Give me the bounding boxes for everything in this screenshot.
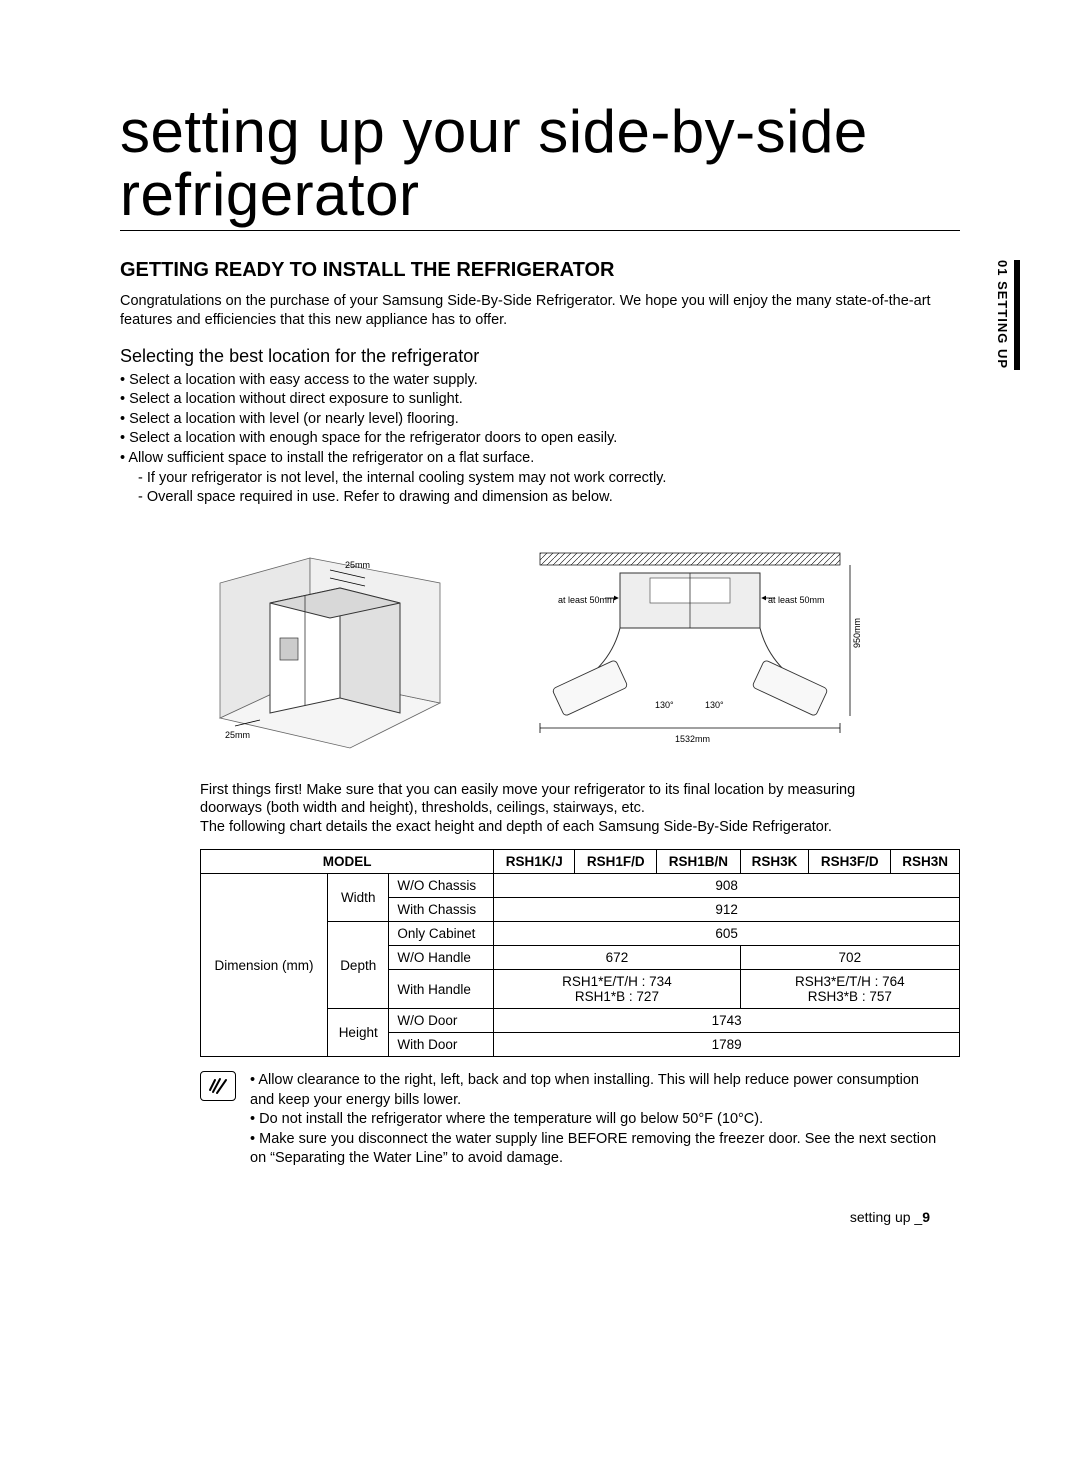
td-label: Only Cabinet	[389, 922, 494, 946]
dim-left-clear: at least 50mm	[558, 595, 615, 605]
dim-top: 25mm	[345, 560, 370, 570]
angle-left: 130°	[655, 700, 674, 710]
td-val: 702	[740, 946, 959, 970]
dim-left: 25mm	[225, 730, 250, 740]
td-val: 1789	[494, 1033, 960, 1057]
td-height: Height	[328, 1009, 389, 1057]
intro-text: Congratulations on the purchase of your …	[120, 292, 960, 330]
bullet-item: Select a location with easy access to th…	[120, 371, 960, 391]
td-val: RSH3*E/T/H : 764 RSH3*B : 757	[740, 970, 959, 1009]
td-val: 912	[494, 898, 960, 922]
bullet-text: Allow sufficient space to install the re…	[128, 450, 534, 466]
bullet-item: Select a location without direct exposur…	[120, 390, 960, 410]
td-val: RSH1*E/T/H : 734 RSH1*B : 727	[494, 970, 740, 1009]
th-col: RSH3F/D	[809, 850, 891, 874]
side-tab: 01 SETTING UP	[995, 260, 1010, 369]
bullet-list: Select a location with easy access to th…	[120, 371, 960, 508]
td-depth: Depth	[328, 922, 389, 1009]
page-footer: setting up _9	[120, 1209, 960, 1225]
th-model: MODEL	[201, 850, 494, 874]
sub-bullet-list: If your refrigerator is not level, the i…	[120, 469, 960, 508]
sub-heading: Selecting the best location for the refr…	[120, 346, 960, 367]
diagram-row: 25mm 25mm at least 5	[200, 528, 960, 763]
th-col: RSH3N	[891, 850, 960, 874]
td-val: 672	[494, 946, 740, 970]
note-item: Allow clearance to the right, left, back…	[250, 1071, 940, 1110]
td-val: 605	[494, 922, 960, 946]
td-label: W/O Chassis	[389, 874, 494, 898]
td-width: Width	[328, 874, 389, 922]
bullet-item: Select a location with level (or nearly …	[120, 410, 960, 430]
td-label: With Chassis	[389, 898, 494, 922]
td-val: 1743	[494, 1009, 960, 1033]
caption-block: First things first! Make sure that you c…	[200, 781, 920, 838]
note-block: Allow clearance to the right, left, back…	[200, 1071, 940, 1169]
note-item: Make sure you disconnect the water suppl…	[250, 1130, 940, 1169]
td-val: 908	[494, 874, 960, 898]
side-tab-bar	[1014, 260, 1020, 370]
footer-page: 9	[922, 1209, 930, 1225]
dim-width: 1532mm	[675, 734, 710, 744]
sub-bullet-item: Overall space required in use. Refer to …	[138, 488, 960, 508]
diagram-topdown: at least 50mm at least 50mm 950mm 130° 1…	[500, 528, 880, 763]
spec-table: MODEL RSH1K/J RSH1F/D RSH1B/N RSH3K RSH3…	[200, 849, 960, 1057]
section-heading: GETTING READY TO INSTALL THE REFRIGERATO…	[120, 259, 960, 282]
bullet-item: Select a location with enough space for …	[120, 429, 960, 449]
bullet-item: Allow sufficient space to install the re…	[120, 449, 960, 508]
diagram-isometric: 25mm 25mm	[200, 528, 460, 763]
footer-label: setting up _	[850, 1209, 922, 1225]
angle-right: 130°	[705, 700, 724, 710]
td-label: With Handle	[389, 970, 494, 1009]
td-label: W/O Handle	[389, 946, 494, 970]
th-col: RSH1B/N	[657, 850, 741, 874]
dim-depth: 950mm	[852, 618, 862, 648]
th-col: RSH3K	[740, 850, 809, 874]
dim-right-clear: at least 50mm	[768, 595, 825, 605]
td-label: With Door	[389, 1033, 494, 1057]
page-title: setting up your side-by-side refrigerato…	[120, 100, 960, 231]
sub-bullet-item: If your refrigerator is not level, the i…	[138, 469, 960, 489]
th-col: RSH1K/J	[494, 850, 575, 874]
td-group: Dimension (mm)	[201, 874, 328, 1057]
th-col: RSH1F/D	[575, 850, 657, 874]
td-label: W/O Door	[389, 1009, 494, 1033]
note-list: Allow clearance to the right, left, back…	[250, 1071, 940, 1169]
note-icon	[200, 1071, 236, 1101]
note-item: Do not install the refrigerator where th…	[250, 1110, 940, 1130]
